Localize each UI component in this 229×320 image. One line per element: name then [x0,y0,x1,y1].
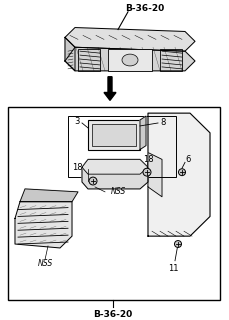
Text: 8: 8 [160,118,165,127]
Polygon shape [148,153,162,197]
Polygon shape [148,113,210,236]
Bar [92,124,136,146]
Text: NSS: NSS [37,259,53,268]
Polygon shape [82,159,148,189]
Bar [8,107,220,300]
Ellipse shape [122,54,138,66]
Text: 18: 18 [143,155,154,164]
Text: 6: 6 [185,155,190,164]
Text: NSS: NSS [110,188,126,196]
Bar [108,49,152,71]
Text: B-36-20: B-36-20 [125,4,165,13]
Text: B-36-20: B-36-20 [93,310,133,319]
Polygon shape [20,189,78,202]
Polygon shape [15,202,72,248]
Polygon shape [140,116,146,149]
Bar [68,116,176,177]
Bar [160,49,182,71]
Text: 3: 3 [75,116,80,125]
Circle shape [174,241,182,247]
Bar [88,120,140,149]
Circle shape [89,177,97,185]
Circle shape [143,168,151,176]
Bar [78,49,100,71]
Polygon shape [65,47,195,71]
Polygon shape [65,37,75,71]
Polygon shape [65,28,195,51]
Text: 18: 18 [72,163,83,172]
Text: 11: 11 [168,264,178,273]
Polygon shape [82,159,148,174]
Circle shape [178,169,185,176]
Polygon shape [104,77,116,100]
